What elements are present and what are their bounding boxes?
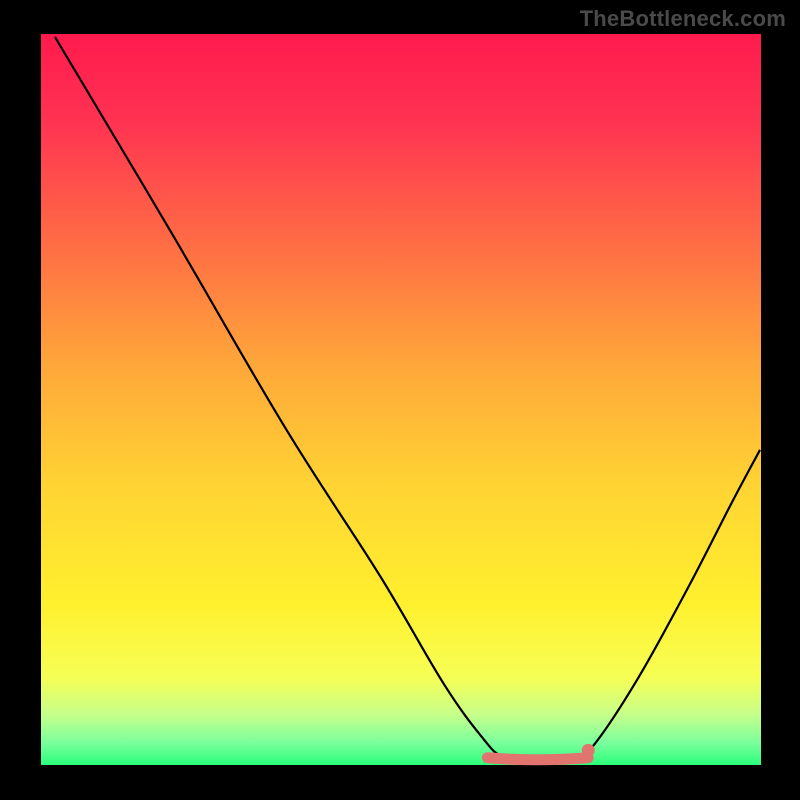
watermark-label: TheBottleneck.com [580, 6, 786, 32]
chart-svg [0, 0, 800, 800]
chart-stage: TheBottleneck.com [0, 0, 800, 800]
sweet-spot-end-marker [582, 744, 595, 757]
sweet-spot-band [487, 758, 588, 760]
plot-background [41, 34, 761, 765]
